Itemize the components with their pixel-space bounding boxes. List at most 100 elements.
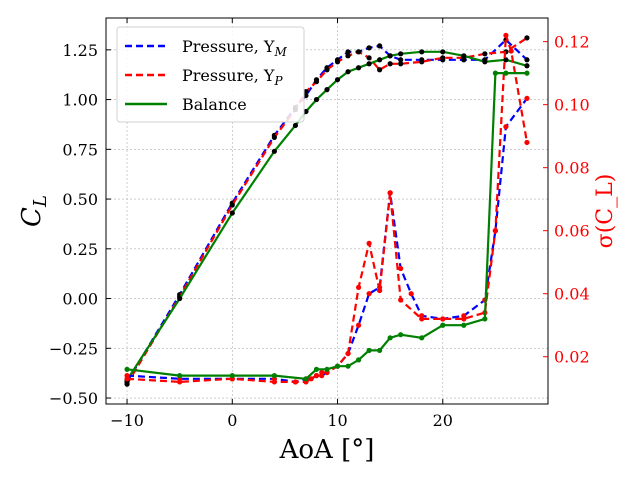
series-point bbox=[419, 316, 425, 322]
series-point bbox=[366, 291, 372, 297]
series-point bbox=[387, 190, 393, 196]
series-point bbox=[524, 95, 530, 101]
series-point bbox=[292, 122, 299, 129]
series-point bbox=[503, 124, 509, 130]
series-point bbox=[345, 363, 351, 369]
series-point bbox=[387, 335, 393, 341]
series-point bbox=[398, 332, 404, 338]
legend-label: Balance bbox=[182, 95, 247, 114]
legend-label: Pressure, YM bbox=[182, 37, 287, 59]
series-point bbox=[271, 134, 277, 140]
series-point bbox=[366, 240, 372, 246]
plot-frame bbox=[105, 17, 549, 405]
series-point bbox=[387, 53, 393, 59]
ticks: −10 0 10 20 −0.50 −0.25 0.00 0.25 0.50 0.75 1.00 1.… bbox=[49, 18, 590, 430]
y-left-tick-label: 0.25 bbox=[62, 240, 98, 259]
series-point bbox=[503, 70, 509, 76]
x-tick-label: 0 bbox=[227, 411, 237, 430]
series-point bbox=[355, 65, 362, 71]
y-right-tick-label: 0.12 bbox=[554, 33, 590, 52]
legend-label: Pressure, YP bbox=[182, 66, 283, 88]
x-tick-label: 20 bbox=[433, 411, 453, 430]
y-left-tick-label: 0.50 bbox=[62, 190, 98, 209]
series-point bbox=[334, 363, 341, 369]
series-point bbox=[524, 63, 530, 69]
series-point bbox=[398, 51, 404, 57]
series-point bbox=[355, 284, 362, 291]
series-point bbox=[377, 287, 383, 294]
series-point bbox=[377, 347, 383, 354]
series-point bbox=[177, 379, 183, 385]
series-point bbox=[345, 69, 351, 75]
y-right-tick-label: 0.08 bbox=[554, 159, 590, 178]
series-point bbox=[366, 45, 372, 51]
series-point bbox=[398, 265, 404, 272]
series-point bbox=[461, 316, 467, 322]
series-point bbox=[440, 322, 446, 328]
series-point bbox=[387, 61, 393, 67]
series-layer bbox=[124, 32, 530, 387]
series-point bbox=[355, 322, 362, 328]
y-left-tick-label: −0.25 bbox=[49, 339, 98, 358]
series-point bbox=[292, 379, 299, 385]
series-point bbox=[503, 57, 509, 63]
y-left-tick-label: −0.50 bbox=[49, 389, 98, 408]
series-point bbox=[303, 89, 309, 95]
series-point bbox=[419, 59, 425, 65]
series-point bbox=[482, 316, 488, 322]
series-point bbox=[345, 53, 351, 59]
series-point bbox=[177, 373, 183, 379]
series-point bbox=[366, 55, 372, 61]
series-point bbox=[377, 67, 383, 73]
series-point bbox=[366, 347, 372, 354]
series-point bbox=[303, 376, 309, 382]
y-right-tick-label: 0.10 bbox=[554, 96, 590, 115]
series-point bbox=[229, 202, 235, 208]
series-point bbox=[313, 96, 320, 103]
series-point bbox=[313, 79, 320, 85]
series-point bbox=[482, 59, 488, 65]
series-point bbox=[524, 57, 530, 63]
series-point bbox=[324, 67, 330, 73]
series-point bbox=[271, 379, 277, 385]
series-point bbox=[334, 77, 341, 83]
y-left-tick-label: 0.75 bbox=[62, 140, 98, 159]
legend-box bbox=[116, 26, 305, 123]
series-point bbox=[461, 53, 467, 59]
y-right-tick-label: 0.04 bbox=[554, 285, 590, 304]
series-point bbox=[492, 228, 498, 234]
y-axis-right-label: σ(C_L) bbox=[593, 174, 618, 249]
series-point bbox=[229, 210, 235, 216]
series-point bbox=[524, 70, 530, 76]
series-point bbox=[124, 366, 130, 372]
series-point bbox=[324, 366, 330, 372]
series-point bbox=[524, 35, 530, 41]
series-point bbox=[461, 322, 467, 328]
y-left-tick-label: 1.25 bbox=[62, 41, 98, 60]
series-point bbox=[440, 316, 446, 322]
series-line bbox=[126, 97, 528, 384]
y-right-tick-label: 0.06 bbox=[554, 222, 590, 241]
series-point bbox=[303, 92, 309, 99]
series-point bbox=[313, 366, 320, 372]
series-point bbox=[319, 369, 325, 376]
series-point bbox=[524, 139, 530, 146]
series-point bbox=[377, 57, 383, 63]
series-point bbox=[398, 297, 404, 303]
series-point bbox=[271, 373, 277, 379]
legend-label-subscript: P bbox=[273, 74, 283, 88]
series-point bbox=[313, 373, 320, 379]
series-point bbox=[398, 61, 404, 67]
legend-label-subscript: M bbox=[273, 45, 287, 59]
y-axis-left-label: CL bbox=[17, 195, 51, 227]
series-point bbox=[177, 295, 183, 302]
series-point bbox=[440, 49, 446, 55]
x-tick-label: −10 bbox=[110, 411, 144, 430]
x-tick-label: 10 bbox=[327, 411, 347, 430]
series-point bbox=[229, 373, 235, 379]
series-point bbox=[419, 335, 425, 341]
series-point bbox=[345, 350, 351, 357]
series-point bbox=[492, 70, 498, 76]
series-point bbox=[377, 43, 383, 49]
